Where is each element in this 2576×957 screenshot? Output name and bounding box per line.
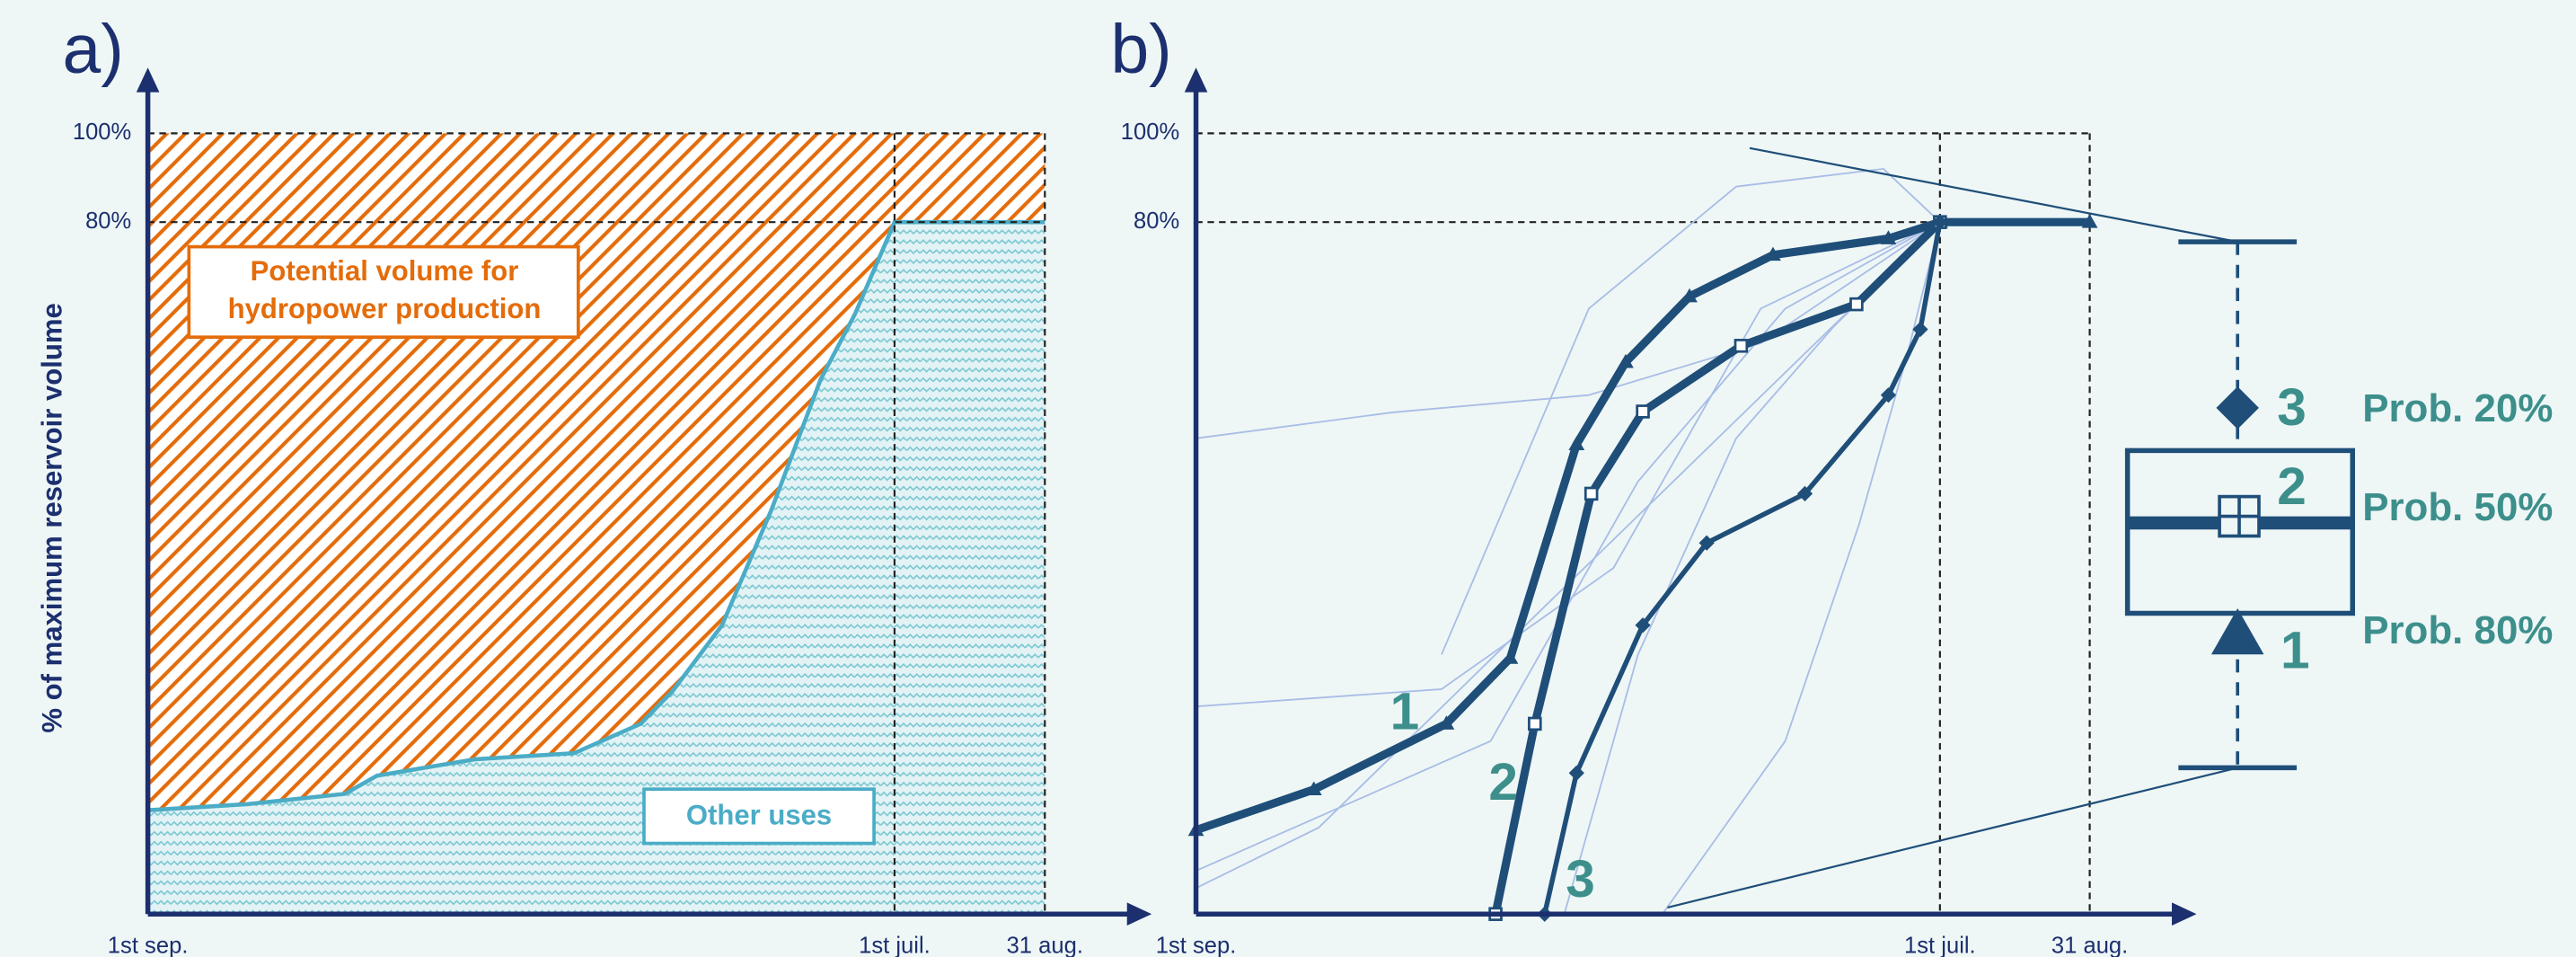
curve-label: 1	[1390, 682, 1420, 740]
lower-label: Other uses	[686, 800, 832, 831]
marker	[1796, 485, 1813, 502]
label-box	[642, 787, 876, 846]
probability-label: Prob. 80%	[2362, 608, 2553, 652]
ensemble-line	[1441, 167, 1941, 655]
marker	[1438, 715, 1455, 730]
ensemble-line	[1563, 221, 1941, 915]
axis-arrow	[136, 67, 160, 93]
marker	[1932, 214, 1948, 230]
y-tick-label: 80%	[85, 208, 131, 234]
label-box	[187, 244, 580, 340]
x-tick-label: 31 aug.	[2051, 934, 2128, 957]
panel: Potential volume for hydropower productio…	[37, 11, 1152, 957]
ensemble-line	[1195, 221, 1941, 439]
highlight-line	[1491, 218, 1944, 916]
lower-area	[147, 222, 1045, 915]
y-tick-label: 80%	[1134, 208, 1179, 234]
axis-arrow	[2172, 902, 2197, 926]
ensemble-line	[1195, 221, 1941, 890]
probability-label: Prob. 20%	[2362, 386, 2553, 430]
x-tick-label: 31 aug.	[1007, 934, 1083, 957]
x-tick-label: 1st juil.	[1904, 934, 1976, 957]
triangle-marker	[2210, 607, 2264, 655]
curve-label: 3	[1566, 850, 1595, 908]
panel-label: a)	[63, 11, 124, 88]
marker	[1681, 288, 1698, 303]
highlight-line	[1195, 217, 2090, 835]
marker	[1568, 765, 1584, 781]
marker	[2081, 214, 2098, 228]
marker	[1305, 781, 1322, 796]
axis-arrow	[1184, 67, 1208, 93]
marker	[1636, 404, 1650, 419]
legend-number: 3	[2277, 378, 2307, 437]
ensemble-line	[1662, 221, 1941, 915]
curve-label: 2	[1488, 753, 1518, 811]
y-axis-label: % of maximum reservoir volume	[37, 303, 68, 732]
upper-label: hydropower production	[228, 293, 542, 324]
marker	[1502, 650, 1519, 664]
area-line	[147, 219, 1045, 812]
diamond-marker	[2216, 386, 2259, 430]
marker	[1635, 617, 1651, 634]
legend-number: 1	[2280, 622, 2310, 680]
marker	[1618, 353, 1634, 368]
marker	[1880, 387, 1897, 403]
panel-label: b)	[1110, 11, 1171, 88]
y-tick-label: 100%	[73, 120, 131, 145]
highlight-line	[1542, 221, 1943, 915]
zoom-line	[1749, 146, 2238, 244]
marker	[1568, 436, 1585, 450]
marker	[1528, 716, 1542, 731]
zoom-line	[1667, 766, 2238, 908]
marker	[1765, 246, 1781, 261]
probability-label: Prob. 50%	[2362, 485, 2553, 529]
ensemble-line	[1195, 221, 1941, 872]
marker	[1912, 321, 1928, 338]
y-tick-label: 100%	[1121, 120, 1179, 145]
marker	[1698, 535, 1715, 551]
x-tick-label: 1st sep.	[108, 934, 189, 957]
axis-arrow	[1126, 902, 1152, 926]
panel: 80% 100% 1st sep. 1st juil. 31 aug. 1 1 Prob. 8…	[1110, 11, 2553, 957]
x-tick-label: 1st juil.	[859, 934, 931, 957]
marker	[1584, 486, 1599, 501]
legend-number: 2	[2277, 457, 2307, 516]
upper-label: Potential volume for	[251, 255, 519, 287]
ensemble-line	[1195, 221, 1941, 708]
x-tick-label: 1st sep.	[1156, 934, 1237, 957]
box-legend	[1667, 146, 2355, 908]
marker	[1849, 297, 1864, 312]
marker	[1880, 230, 1897, 244]
marker	[1734, 339, 1749, 353]
